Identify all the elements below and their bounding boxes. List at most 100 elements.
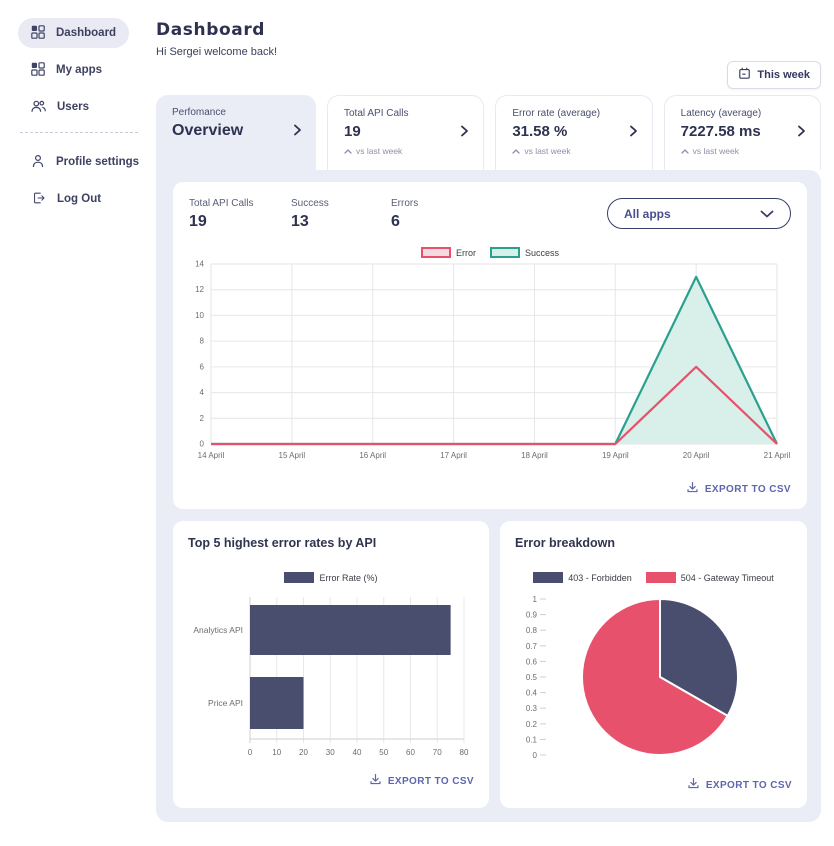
person-icon [31,154,45,171]
chevron-right-icon [629,124,638,143]
error-rates-bar-chart: 0 10 20 30 40 50 60 70 80 Analytics API Price API [193,597,469,757]
svg-text:0.2: 0.2 [526,720,538,729]
svg-text:8: 8 [200,337,205,346]
svg-text:21 April: 21 April [764,451,791,460]
sidebar-item-profile-settings[interactable]: Profile settings [18,147,152,177]
card-title: Error breakdown [515,536,616,550]
sidebar-divider [20,132,138,133]
sidebar-item-log-out[interactable]: Log Out [18,184,114,214]
legend-item[interactable]: Error Rate (%) [284,572,378,583]
tab-label: Error rate (average) [512,108,601,119]
week-filter-button[interactable]: This week [727,61,821,89]
svg-text:40: 40 [353,748,362,757]
chevron-down-icon [760,207,774,221]
legend-item[interactable]: Success [489,247,559,258]
legend-swatch [645,572,676,583]
week-filter-label: This week [757,69,810,81]
svg-text:0.9: 0.9 [526,611,538,620]
svg-text:0: 0 [200,440,205,449]
api-calls-line-chart: 0 2 4 6 8 10 12 14 14 April 15 April 16 April 17 Ap… [195,260,791,461]
chevron-right-icon [293,123,302,142]
tab-row: Perfomance Overview Total API Calls 19 v… [156,95,821,170]
download-icon [369,773,382,789]
sidebar-item-label: Log Out [57,193,102,205]
export-csv-button[interactable]: EXPORT TO CSV [515,777,792,793]
legend-item[interactable]: 504 - Gateway Timeout [645,572,774,583]
svg-text:6: 6 [200,362,205,371]
download-icon [686,481,699,497]
sidebar-item-my-apps[interactable]: My apps [18,55,115,85]
svg-text:16 April: 16 April [359,451,386,460]
logout-icon [31,191,46,208]
stats-row: Total API Calls 19 Success 13 Errors 6 A… [189,198,791,231]
svg-text:0.4: 0.4 [526,689,538,698]
api-calls-card: Total API Calls 19 Success 13 Errors 6 A… [173,182,807,509]
main-content: Dashboard Hi Sergei welcome back! This w… [150,0,834,846]
sidebar-item-users[interactable]: Users [18,92,102,122]
svg-text:14 April: 14 April [198,451,225,460]
bottom-cards-row: Top 5 highest error rates by API Error R… [173,521,807,808]
tab-value: 19 [344,123,361,140]
tab-error-rate[interactable]: Error rate (average) 31.58 % vs last wee… [495,95,653,170]
svg-text:0.8: 0.8 [526,626,538,635]
stat-total-api-calls: Total API Calls 19 [189,198,254,230]
card-title: Top 5 highest error rates by API [188,536,377,550]
svg-text:80: 80 [460,748,469,757]
svg-text:20 April: 20 April [683,451,710,460]
chevron-right-icon [460,124,469,143]
bar-legend: Error Rate (%) [188,572,474,583]
page-header: Dashboard Hi Sergei welcome back! This w… [156,20,821,89]
download-icon [687,777,700,793]
svg-text:0.7: 0.7 [526,642,538,651]
legend-item[interactable]: Error [420,247,476,258]
svg-text:30: 30 [326,748,335,757]
tab-performance-overview[interactable]: Perfomance Overview [156,95,316,170]
svg-text:0: 0 [533,751,538,760]
error-breakdown-card: Error breakdown 403 - Forbidden 504 - Ga… [500,521,807,808]
tab-label: Total API Calls [344,108,409,119]
svg-text:50: 50 [379,748,388,757]
page-title: Dashboard [156,20,266,40]
caret-up-icon [681,146,689,156]
tab-trend: vs last week [681,146,804,156]
svg-text:70: 70 [433,748,442,757]
sidebar-item-label: My apps [56,64,103,76]
svg-text:60: 60 [406,748,415,757]
svg-text:0.5: 0.5 [526,673,538,682]
grid-icon [31,61,45,79]
svg-text:4: 4 [200,388,205,397]
chevron-right-icon [797,124,806,143]
legend-swatch [533,572,564,583]
svg-text:0.1: 0.1 [526,735,538,744]
caret-up-icon [512,146,520,156]
tab-value: Overview [172,122,244,139]
svg-text:0.3: 0.3 [526,704,538,713]
apps-filter-dropdown[interactable]: All apps [607,198,791,229]
tab-trend: vs last week [512,146,635,156]
pie-legend: 403 - Forbidden 504 - Gateway Timeout [515,572,792,583]
svg-text:10: 10 [195,311,204,320]
sidebar-item-label: Users [57,101,89,113]
tab-latency[interactable]: Latency (average) 7227.58 ms vs last wee… [663,95,821,170]
svg-text:0: 0 [248,748,253,757]
tab-label: Latency (average) [680,108,762,119]
svg-text:2: 2 [200,414,205,423]
tab-total-api-calls[interactable]: Total API Calls 19 vs last week [327,95,485,170]
export-csv-button[interactable]: EXPORT TO CSV [188,773,474,789]
legend-item[interactable]: 403 - Forbidden [533,572,632,583]
tab-label: Perfomance [172,107,226,118]
tab-trend: vs last week [344,146,467,156]
svg-text:18 April: 18 April [521,451,548,460]
users-icon [31,99,46,116]
export-csv-button[interactable]: EXPORT TO CSV [189,481,791,497]
error-breakdown-pie-chart: 1 0.9 0.8 0.7 0.6 0.5 0.4 0.3 0.2 0.1 0 [526,595,739,760]
sidebar-item-label: Dashboard [56,27,117,39]
greeting-text: Hi Sergei welcome back! [156,46,278,58]
sidebar-item-dashboard[interactable]: Dashboard [18,18,130,48]
svg-text:14: 14 [195,260,204,269]
tab-value: 7227.58 ms [680,123,761,140]
grid-icon [31,24,45,42]
legend-swatch [284,572,315,583]
sidebar-item-label: Profile settings [56,156,140,168]
svg-text:19 April: 19 April [602,451,629,460]
